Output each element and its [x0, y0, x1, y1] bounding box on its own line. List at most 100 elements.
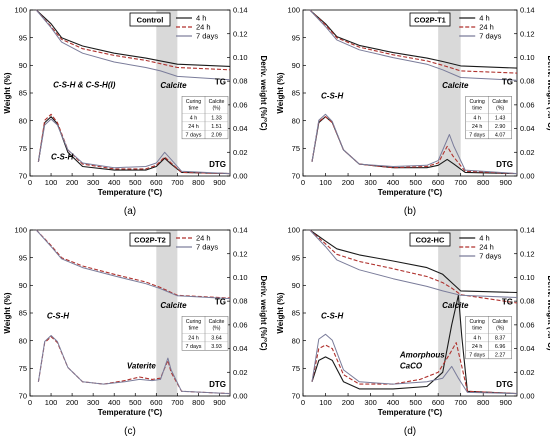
y-right-tick-label: 0.06	[233, 320, 248, 329]
table-cell: 7 days	[469, 132, 485, 138]
y-left-tick-label: 100	[14, 226, 27, 235]
annotation: C-S-H	[51, 152, 73, 161]
sample-box	[129, 12, 171, 27]
dtg-line-1	[311, 342, 518, 395]
legend-label: 24 h	[196, 23, 211, 32]
annotation: C-S-H	[321, 312, 343, 321]
table-header: time	[472, 325, 482, 331]
y-left-tick-label: 100	[287, 226, 300, 235]
y-left-tick-label: 75	[292, 144, 300, 153]
y-left-tick-label: 70	[292, 172, 300, 181]
calcite-band	[438, 10, 461, 176]
tg-line-2	[35, 9, 231, 81]
table-header: time	[189, 105, 199, 111]
table-header: (%)	[212, 105, 220, 111]
y-right-axis-title: Deriv. weight (%/°C)	[546, 275, 550, 350]
y-left-tick-label: 90	[19, 281, 27, 290]
dtg-line-1	[311, 116, 518, 175]
table-cell: 24 h	[188, 124, 199, 130]
y-right-tick-label: 0.14	[520, 226, 535, 235]
y-left-tick-label: 95	[19, 253, 27, 262]
x-tick-label: 300	[87, 398, 100, 407]
table-cell: 3.93	[211, 344, 222, 350]
table-header: Calcite	[492, 319, 508, 325]
sample-name: CO2P-T1	[414, 16, 446, 25]
panel-label: (b)	[404, 206, 416, 217]
dtg-line-2	[311, 333, 518, 395]
table-header: Calcite	[209, 99, 225, 105]
y-right-tick-label: 0.02	[233, 148, 248, 157]
table-cell: 1.51	[211, 124, 222, 130]
legend-label: 24 h	[479, 243, 494, 252]
y-right-tick-label: 0.14	[233, 226, 248, 235]
dtg-label: DTG	[496, 380, 513, 389]
y-left-tick-label: 80	[19, 116, 27, 125]
y-right-tick-label: 0.02	[520, 368, 535, 377]
x-tick-label: 600	[432, 178, 445, 187]
x-tick-label: 900	[213, 398, 226, 407]
table-header: (%)	[496, 105, 504, 111]
table-header: (%)	[212, 325, 220, 331]
x-tick-label: 500	[129, 398, 142, 407]
table-cell: 8.37	[495, 335, 506, 341]
sample-name: Control	[137, 16, 164, 25]
y-right-tick-label: 0.00	[520, 392, 535, 401]
y-right-tick-label: 0.06	[233, 100, 248, 109]
y-left-tick-label: 90	[19, 61, 27, 70]
tg-line-1	[35, 229, 231, 300]
tg-label: TG	[215, 78, 226, 87]
x-tick-label: 700	[454, 398, 467, 407]
y-left-tick-label: 70	[292, 392, 300, 401]
y-right-axis-title: Deriv. weight (%/°C)	[259, 275, 268, 350]
x-tick-label: 0	[301, 178, 305, 187]
calcite-band	[156, 230, 178, 396]
x-tick-label: 300	[364, 178, 377, 187]
y-left-tick-label: 95	[19, 33, 27, 42]
x-tick-label: 800	[477, 178, 490, 187]
table-cell: 1.33	[211, 115, 222, 121]
x-tick-label: 700	[171, 178, 184, 187]
legend-label: 24 h	[196, 234, 211, 243]
x-tick-label: 700	[171, 398, 184, 407]
y-right-tick-label: 0.04	[233, 344, 248, 353]
legend-label: 24 h	[479, 23, 494, 32]
dtg-label: DTG	[209, 380, 226, 389]
calcite-label: Calcite	[442, 301, 469, 310]
tg-line-0	[35, 9, 231, 67]
y-right-tick-label: 0.06	[520, 100, 535, 109]
tg-label: TG	[502, 78, 513, 87]
y-right-tick-label: 0.10	[520, 273, 535, 282]
x-tick-label: 100	[45, 178, 58, 187]
calcite-label: Calcite	[160, 81, 187, 90]
y-right-tick-label: 0.10	[233, 273, 248, 282]
y-left-tick-label: 85	[19, 309, 27, 318]
y-right-tick-label: 0.04	[520, 124, 535, 133]
table-cell: 7 days	[469, 352, 485, 358]
y-left-tick-label: 75	[292, 364, 300, 373]
y-right-tick-label: 0.10	[233, 53, 248, 62]
table-cell: 7 days	[186, 132, 202, 138]
y-right-tick-label: 0.00	[520, 172, 535, 181]
y-right-tick-label: 0.00	[233, 392, 248, 401]
panel-b: 0 100 200 300 400 500 600 700 800 900 70 75 80 85 90 95…	[276, 6, 550, 217]
x-axis-title: Temperature (°C)	[378, 188, 443, 197]
dtg-line-0	[311, 294, 518, 395]
x-tick-label: 600	[150, 178, 163, 187]
x-tick-label: 800	[192, 398, 205, 407]
legend-label: 7 days	[196, 32, 218, 41]
y-left-tick-label: 80	[19, 336, 27, 345]
x-tick-label: 0	[28, 398, 32, 407]
dtg-line-0	[37, 336, 231, 395]
table-cell: 6.96	[495, 344, 506, 350]
legend-label: 4 h	[196, 14, 206, 23]
tg-line-1	[309, 9, 518, 74]
legend-label: 7 days	[479, 252, 501, 261]
y-left-tick-label: 100	[14, 6, 27, 15]
calcite-label: Calcite	[160, 301, 187, 310]
y-right-tick-label: 0.06	[520, 320, 535, 329]
y-right-tick-label: 0.00	[233, 172, 248, 181]
y-left-tick-label: 90	[292, 281, 300, 290]
legend-label: 4 h	[479, 14, 489, 23]
x-tick-label: 500	[409, 178, 422, 187]
table-cell: 4 h	[473, 115, 481, 121]
